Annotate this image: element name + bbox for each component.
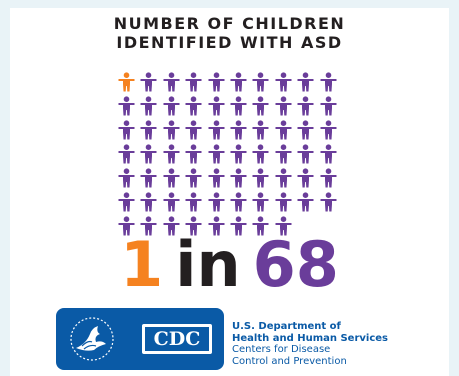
child-figure-icon bbox=[161, 72, 182, 92]
hhs-line-2: Health and Human Services bbox=[232, 332, 388, 344]
child-figure-icon bbox=[295, 120, 316, 140]
child-figure-icon bbox=[250, 120, 271, 140]
child-figure-icon bbox=[273, 120, 294, 140]
child-figure-icon bbox=[206, 144, 227, 164]
child-figure-icon bbox=[228, 216, 249, 236]
child-figure-icon bbox=[295, 168, 316, 188]
hhs-cdc-logo: CDC bbox=[56, 308, 224, 370]
child-figure-icon bbox=[295, 144, 316, 164]
child-figure-icon bbox=[206, 120, 227, 140]
child-figure-icon bbox=[273, 144, 294, 164]
child-figure-icon bbox=[273, 216, 294, 236]
child-figure-icon bbox=[206, 72, 227, 92]
hhs-eagle-icon bbox=[70, 317, 114, 361]
child-figure-icon bbox=[183, 72, 204, 92]
cdc-line-1: Centers for Disease bbox=[232, 344, 331, 355]
child-figure-icon bbox=[318, 192, 339, 212]
cdc-line-2: Control and Prevention bbox=[232, 355, 347, 367]
child-figure-icon bbox=[250, 72, 271, 92]
child-figure-icon bbox=[161, 144, 182, 164]
child-figure-icon bbox=[183, 168, 204, 188]
pictogram-row bbox=[116, 120, 356, 144]
child-figure-icon bbox=[138, 168, 159, 188]
child-figure-icon bbox=[116, 96, 137, 116]
infographic-card: NUMBER OF CHILDREN IDENTIFIED WITH ASD 1… bbox=[10, 8, 449, 376]
child-figure-icon bbox=[138, 216, 159, 236]
title-line-1: NUMBER OF CHILDREN bbox=[113, 14, 346, 33]
child-figure-icon bbox=[183, 216, 204, 236]
child-figure-icon bbox=[116, 192, 137, 212]
child-figure-icon bbox=[183, 96, 204, 116]
child-figure-icon bbox=[138, 96, 159, 116]
ratio-numerator: 1 bbox=[120, 228, 164, 301]
child-figure-icon bbox=[161, 216, 182, 236]
child-figure-icon bbox=[295, 192, 316, 212]
child-figure-icon bbox=[116, 216, 137, 236]
child-figure-icon bbox=[250, 168, 271, 188]
hhs-line-1: U.S. Department of bbox=[232, 321, 341, 332]
child-figure-icon bbox=[273, 96, 294, 116]
child-figure-icon bbox=[250, 96, 271, 116]
child-figure-icon bbox=[206, 96, 227, 116]
child-figure-icon bbox=[161, 192, 182, 212]
child-figure-icon bbox=[116, 168, 137, 188]
child-figure-icon bbox=[250, 216, 271, 236]
pictogram-row bbox=[116, 144, 356, 168]
pictogram-row bbox=[116, 216, 356, 240]
pictogram-row bbox=[116, 192, 356, 216]
child-figure-icon bbox=[318, 96, 339, 116]
child-figure-icon bbox=[273, 192, 294, 212]
child-figure-icon bbox=[183, 144, 204, 164]
ratio-statistic: 1 in 68 bbox=[10, 232, 449, 298]
child-figure-icon bbox=[161, 168, 182, 188]
child-figure-icon bbox=[138, 120, 159, 140]
child-figure-icon bbox=[206, 168, 227, 188]
pictogram-row bbox=[116, 96, 356, 120]
child-figure-icon bbox=[116, 120, 137, 140]
child-figure-icon bbox=[228, 144, 249, 164]
child-figure-icon bbox=[138, 144, 159, 164]
child-figure-icon bbox=[318, 72, 339, 92]
child-figure-icon bbox=[318, 144, 339, 164]
child-figure-icon bbox=[318, 168, 339, 188]
child-pictogram bbox=[116, 72, 356, 240]
pictogram-row bbox=[116, 72, 356, 96]
child-figure-icon bbox=[116, 144, 137, 164]
cdc-label: CDC bbox=[145, 327, 209, 351]
child-figure-icon bbox=[138, 192, 159, 212]
child-figure-icon bbox=[183, 192, 204, 212]
child-figure-icon bbox=[228, 120, 249, 140]
child-figure-icon bbox=[183, 120, 204, 140]
infographic-title: NUMBER OF CHILDREN IDENTIFIED WITH ASD bbox=[10, 14, 449, 52]
child-figure-icon bbox=[161, 120, 182, 140]
child-figure-icon bbox=[273, 72, 294, 92]
child-figure-icon bbox=[206, 192, 227, 212]
child-figure-icon bbox=[228, 168, 249, 188]
child-figure-icon bbox=[138, 72, 159, 92]
child-figure-icon bbox=[250, 144, 271, 164]
child-figure-icon bbox=[228, 72, 249, 92]
child-figure-icon-highlighted bbox=[116, 72, 137, 92]
title-line-2: IDENTIFIED WITH ASD bbox=[116, 33, 343, 52]
ratio-denominator: 68 bbox=[252, 228, 339, 301]
pictogram-row bbox=[116, 168, 356, 192]
child-figure-icon bbox=[318, 120, 339, 140]
child-figure-icon bbox=[161, 96, 182, 116]
cdc-logo-icon: CDC bbox=[142, 324, 212, 354]
child-figure-icon bbox=[295, 72, 316, 92]
child-figure-icon bbox=[273, 168, 294, 188]
agency-text: U.S. Department of Health and Human Serv… bbox=[232, 321, 388, 367]
child-figure-icon bbox=[295, 96, 316, 116]
child-figure-icon bbox=[206, 216, 227, 236]
ratio-word: in bbox=[175, 228, 241, 301]
child-figure-icon bbox=[228, 96, 249, 116]
child-figure-icon bbox=[228, 192, 249, 212]
child-figure-icon bbox=[250, 192, 271, 212]
